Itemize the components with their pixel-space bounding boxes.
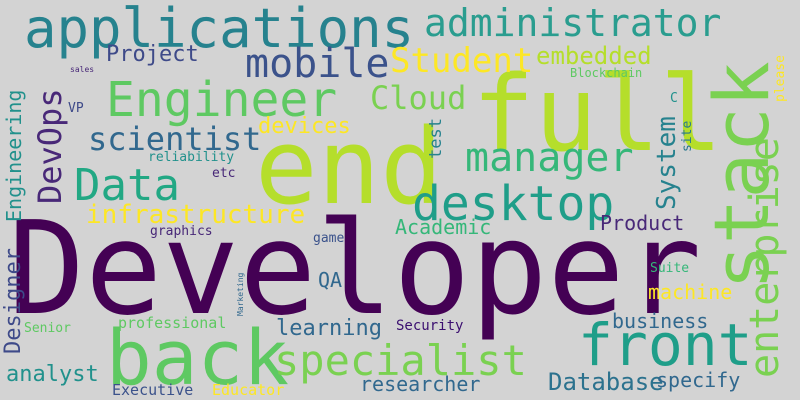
word-project: Project: [106, 42, 199, 67]
word-blockchain: Blockchain: [570, 66, 643, 80]
word-designer: Designer: [1, 248, 26, 354]
word-learning: learning: [276, 316, 382, 341]
word-marketing: Marketing: [236, 272, 245, 316]
word-senior: Senior: [24, 321, 71, 336]
word-researcher: researcher: [360, 372, 481, 396]
word-academic: Academic: [395, 215, 492, 239]
word-devops: DevOps: [31, 88, 69, 204]
word-vp: VP: [68, 101, 84, 116]
word-devices: devices: [258, 114, 351, 139]
word-desktop: desktop: [412, 176, 615, 232]
word-c: C: [670, 91, 678, 106]
word-cloud: Cloud: [370, 79, 467, 117]
word-back: back: [106, 313, 290, 400]
word-analyst: analyst: [6, 362, 99, 387]
word-embedded: embedded: [536, 42, 652, 70]
word-infrastructure: infrastructure: [86, 200, 306, 230]
word-test: test: [426, 118, 446, 159]
word-full: full: [472, 53, 723, 175]
word-site: site: [680, 120, 695, 152]
word-front: front: [578, 311, 753, 379]
word-applications: applications: [24, 0, 415, 60]
word-specialist: specialist: [274, 336, 527, 385]
word-reliability: reliability: [148, 150, 235, 165]
word-engineering: Engineering: [2, 89, 26, 222]
word-manager: manager: [465, 135, 634, 181]
word-specify: specify: [656, 368, 741, 392]
word-professional: professional: [118, 314, 227, 332]
word-sales: sales: [70, 65, 95, 74]
word-end: end: [255, 106, 443, 228]
word-student: Student: [390, 41, 534, 81]
word-system: System: [652, 116, 682, 210]
word-graphics: graphics: [150, 224, 213, 239]
word-engineer: Engineer: [106, 72, 338, 128]
word-product: Product: [600, 211, 685, 235]
word-machine: machine: [648, 280, 733, 304]
word-security: Security: [396, 318, 464, 334]
word-please: please: [773, 55, 788, 102]
word-administrator: administrator: [424, 1, 722, 45]
word-mobile: mobile: [245, 41, 390, 87]
word-educator: Educator: [212, 381, 285, 399]
word-etc: etc: [212, 166, 236, 181]
word-suite: Suite: [650, 261, 690, 276]
word-scientist: scientist: [88, 120, 262, 158]
word-data: Data: [74, 160, 180, 211]
word-developer: Developer: [8, 195, 702, 344]
word-executive: Executive: [112, 381, 194, 399]
word-database: Database: [548, 368, 664, 396]
word-qa: QA: [318, 268, 343, 292]
word-business: business: [612, 309, 709, 333]
word-enterprise: enterprise: [742, 137, 788, 378]
word-game: game: [313, 231, 345, 246]
